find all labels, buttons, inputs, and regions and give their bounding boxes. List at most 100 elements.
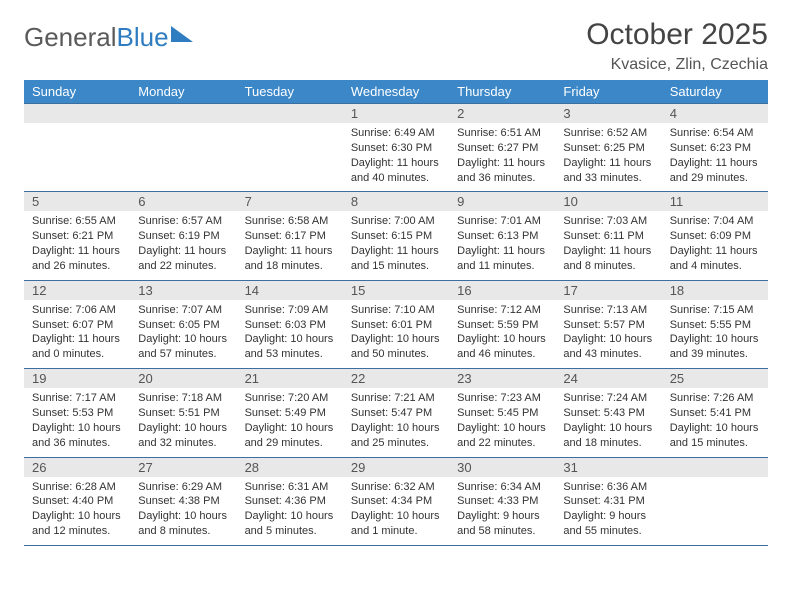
day-text: Sunrise: 7:26 AMSunset: 5:41 PMDaylight:…	[662, 391, 768, 450]
day-text: Sunrise: 6:51 AMSunset: 6:27 PMDaylight:…	[449, 126, 555, 185]
day-number: 4	[662, 104, 768, 123]
week-row: 26 Sunrise: 6:28 AMSunset: 4:40 PMDayligh…	[24, 457, 768, 545]
day-text: Sunrise: 6:34 AMSunset: 4:33 PMDaylight:…	[449, 480, 555, 539]
day-text: Sunrise: 7:00 AMSunset: 6:15 PMDaylight:…	[343, 214, 449, 273]
day-text: Sunrise: 7:13 AMSunset: 5:57 PMDaylight:…	[555, 303, 661, 362]
day-cell	[237, 104, 343, 191]
day-number: 14	[237, 281, 343, 300]
week-row: 12 Sunrise: 7:06 AMSunset: 6:07 PMDayligh…	[24, 280, 768, 368]
day-number: 19	[24, 369, 130, 388]
day-text: Sunrise: 6:32 AMSunset: 4:34 PMDaylight:…	[343, 480, 449, 539]
day-cell	[130, 104, 236, 191]
weekday-cell: Friday	[555, 80, 661, 103]
day-cell: 21 Sunrise: 7:20 AMSunset: 5:49 PMDayligh…	[237, 369, 343, 456]
day-number: 16	[449, 281, 555, 300]
weekday-cell: Monday	[130, 80, 236, 103]
day-number: 25	[662, 369, 768, 388]
day-cell: 28Sunrise: 6:31 AMSunset: 4:36 PMDayligh…	[237, 458, 343, 545]
calendar-page: GeneralBlue October 2025 Kvasice, Zlin, …	[0, 0, 792, 612]
day-cell: 11Sunrise: 7:04 AMSunset: 6:09 PMDayligh…	[662, 192, 768, 279]
day-number: 12	[24, 281, 130, 300]
day-text: Sunrise: 6:28 AMSunset: 4:40 PMDaylight:…	[24, 480, 130, 539]
month-title: October 2025	[586, 18, 768, 52]
day-text: Sunrise: 6:57 AMSunset: 6:19 PMDaylight:…	[130, 214, 236, 273]
day-number: 29	[343, 458, 449, 477]
day-cell: 27Sunrise: 6:29 AMSunset: 4:38 PMDayligh…	[130, 458, 236, 545]
day-text: Sunrise: 7:12 AMSunset: 5:59 PMDaylight:…	[449, 303, 555, 362]
day-number: 17	[555, 281, 661, 300]
day-number: 18	[662, 281, 768, 300]
location: Kvasice, Zlin, Czechia	[586, 56, 768, 74]
week-row: 19Sunrise: 7:17 AMSunset: 5:53 PMDayligh…	[24, 368, 768, 456]
day-text: Sunrise: 6:54 AMSunset: 6:23 PMDaylight:…	[662, 126, 768, 185]
day-number: 6	[130, 192, 236, 211]
weekday-cell: Wednesday	[343, 80, 449, 103]
day-text: Sunrise: 7:07 AMSunset: 6:05 PMDaylight:…	[130, 303, 236, 362]
day-cell: 9 Sunrise: 7:01 AMSunset: 6:13 PMDaylight…	[449, 192, 555, 279]
day-cell: 30 Sunrise: 6:34 AMSunset: 4:33 PMDayligh…	[449, 458, 555, 545]
day-cell: 24 Sunrise: 7:24 AMSunset: 5:43 PMDayligh…	[555, 369, 661, 456]
day-cell: 3Sunrise: 6:52 AMSunset: 6:25 PMDaylight…	[555, 104, 661, 191]
day-cell: 31Sunrise: 6:36 AMSunset: 4:31 PMDayligh…	[555, 458, 661, 545]
day-cell: 5Sunrise: 6:55 AMSunset: 6:21 PMDaylight…	[24, 192, 130, 279]
day-text: Sunrise: 7:06 AMSunset: 6:07 PMDaylight:…	[24, 303, 130, 362]
day-text: Sunrise: 6:31 AMSunset: 4:36 PMDaylight:…	[237, 480, 343, 539]
day-cell: 6 Sunrise: 6:57 AMSunset: 6:19 PMDaylight…	[130, 192, 236, 279]
day-cell: 14Sunrise: 7:09 AMSunset: 6:03 PMDayligh…	[237, 281, 343, 368]
day-text: Sunrise: 6:58 AMSunset: 6:17 PMDaylight:…	[237, 214, 343, 273]
brand-logo: GeneralBlue	[24, 18, 193, 50]
day-text: Sunrise: 7:20 AMSunset: 5:49 PMDaylight:…	[237, 391, 343, 450]
day-cell: 16 Sunrise: 7:12 AMSunset: 5:59 PMDayligh…	[449, 281, 555, 368]
weekday-cell: Thursday	[449, 80, 555, 103]
weekday-cell: Tuesday	[237, 80, 343, 103]
day-number: 30	[449, 458, 555, 477]
brand-part1: General	[24, 24, 117, 50]
day-cell	[662, 458, 768, 545]
day-text: Sunrise: 7:01 AMSunset: 6:13 PMDaylight:…	[449, 214, 555, 273]
day-cell: 10Sunrise: 7:03 AMSunset: 6:11 PMDayligh…	[555, 192, 661, 279]
day-number: 11	[662, 192, 768, 211]
day-cell: 19Sunrise: 7:17 AMSunset: 5:53 PMDayligh…	[24, 369, 130, 456]
day-cell: 29 Sunrise: 6:32 AMSunset: 4:34 PMDayligh…	[343, 458, 449, 545]
day-text: Sunrise: 7:18 AMSunset: 5:51 PMDaylight:…	[130, 391, 236, 450]
day-number	[237, 104, 343, 123]
day-cell: 12 Sunrise: 7:06 AMSunset: 6:07 PMDayligh…	[24, 281, 130, 368]
week-row: 5Sunrise: 6:55 AMSunset: 6:21 PMDaylight…	[24, 191, 768, 279]
day-number: 21	[237, 369, 343, 388]
weekday-cell: Saturday	[662, 80, 768, 103]
day-cell: 8Sunrise: 7:00 AMSunset: 6:15 PMDaylight…	[343, 192, 449, 279]
day-cell: 18 Sunrise: 7:15 AMSunset: 5:55 PMDayligh…	[662, 281, 768, 368]
weekday-cell: Sunday	[24, 80, 130, 103]
day-number: 23	[449, 369, 555, 388]
weeks-container: 1Sunrise: 6:49 AMSunset: 6:30 PMDaylight…	[24, 103, 768, 546]
title-block: October 2025 Kvasice, Zlin, Czechia	[586, 18, 768, 74]
day-number: 20	[130, 369, 236, 388]
day-number	[130, 104, 236, 123]
day-cell: 20 Sunrise: 7:18 AMSunset: 5:51 PMDayligh…	[130, 369, 236, 456]
day-text: Sunrise: 7:23 AMSunset: 5:45 PMDaylight:…	[449, 391, 555, 450]
weekday-row: SundayMondayTuesdayWednesdayThursdayFrid…	[24, 80, 768, 103]
calendar: SundayMondayTuesdayWednesdayThursdayFrid…	[24, 80, 768, 546]
day-number: 9	[449, 192, 555, 211]
day-text: Sunrise: 7:24 AMSunset: 5:43 PMDaylight:…	[555, 391, 661, 450]
day-cell: 7Sunrise: 6:58 AMSunset: 6:17 PMDaylight…	[237, 192, 343, 279]
day-number: 31	[555, 458, 661, 477]
day-number: 27	[130, 458, 236, 477]
day-text: Sunrise: 7:03 AMSunset: 6:11 PMDaylight:…	[555, 214, 661, 273]
day-text: Sunrise: 7:10 AMSunset: 6:01 PMDaylight:…	[343, 303, 449, 362]
day-number: 1	[343, 104, 449, 123]
day-number: 26	[24, 458, 130, 477]
day-number: 22	[343, 369, 449, 388]
day-number: 24	[555, 369, 661, 388]
day-text: Sunrise: 7:21 AMSunset: 5:47 PMDaylight:…	[343, 391, 449, 450]
day-cell: 13 Sunrise: 7:07 AMSunset: 6:05 PMDayligh…	[130, 281, 236, 368]
day-text: Sunrise: 7:15 AMSunset: 5:55 PMDaylight:…	[662, 303, 768, 362]
day-number: 13	[130, 281, 236, 300]
day-cell: 4 Sunrise: 6:54 AMSunset: 6:23 PMDaylight…	[662, 104, 768, 191]
day-cell: 15 Sunrise: 7:10 AMSunset: 6:01 PMDayligh…	[343, 281, 449, 368]
day-cell: 26 Sunrise: 6:28 AMSunset: 4:40 PMDayligh…	[24, 458, 130, 545]
day-number: 15	[343, 281, 449, 300]
day-number: 2	[449, 104, 555, 123]
day-cell: 23 Sunrise: 7:23 AMSunset: 5:45 PMDayligh…	[449, 369, 555, 456]
header: GeneralBlue October 2025 Kvasice, Zlin, …	[24, 18, 768, 74]
